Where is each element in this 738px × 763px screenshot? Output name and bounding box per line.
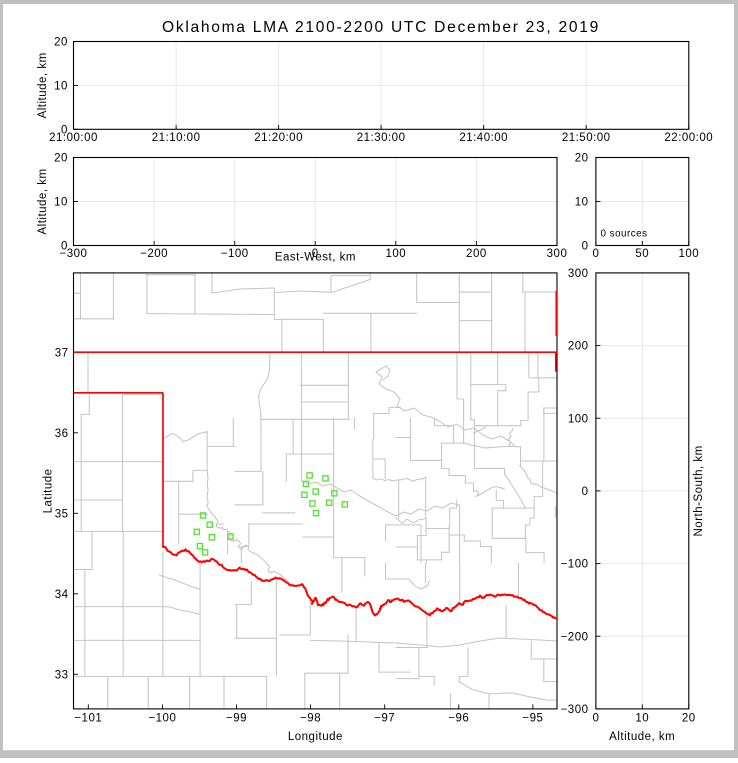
svg-text:200: 200 — [466, 248, 487, 260]
svg-text:10: 10 — [54, 81, 68, 93]
svg-text:−200: −200 — [561, 631, 589, 643]
svg-text:0: 0 — [582, 486, 589, 498]
svg-text:10: 10 — [635, 713, 649, 725]
svg-text:35: 35 — [55, 508, 69, 520]
svg-text:50: 50 — [635, 248, 649, 260]
svg-text:−96: −96 — [448, 713, 469, 725]
svg-text:0: 0 — [592, 248, 599, 260]
svg-text:Latitude: Latitude — [43, 468, 55, 513]
svg-text:0: 0 — [592, 713, 599, 725]
svg-text:−99: −99 — [226, 713, 247, 725]
svg-text:−300: −300 — [60, 248, 88, 260]
svg-text:21:10:00: 21:10:00 — [152, 132, 201, 144]
svg-text:300: 300 — [547, 248, 568, 260]
svg-text:100: 100 — [678, 248, 699, 260]
svg-text:−200: −200 — [140, 248, 168, 260]
svg-text:−100: −100 — [148, 713, 176, 725]
svg-text:22:00:00: 22:00:00 — [664, 132, 713, 144]
svg-text:−100: −100 — [221, 248, 249, 260]
svg-text:0: 0 — [61, 241, 68, 253]
svg-text:0: 0 — [312, 248, 319, 260]
svg-text:−101: −101 — [74, 713, 102, 725]
svg-text:−95: −95 — [522, 713, 543, 725]
svg-text:North-South, km: North-South, km — [693, 445, 705, 536]
svg-text:0: 0 — [582, 241, 589, 253]
svg-text:Altitude, km: Altitude, km — [609, 731, 675, 743]
svg-text:21:00:00: 21:00:00 — [49, 132, 98, 144]
svg-text:21:40:00: 21:40:00 — [459, 132, 508, 144]
svg-text:100: 100 — [568, 413, 589, 425]
svg-text:37: 37 — [55, 347, 69, 359]
svg-text:Altitude, km: Altitude, km — [37, 52, 49, 118]
svg-text:20: 20 — [54, 153, 68, 165]
svg-text:−98: −98 — [300, 713, 321, 725]
svg-text:20: 20 — [54, 37, 68, 49]
svg-text:10: 10 — [575, 197, 589, 209]
svg-text:200: 200 — [568, 341, 589, 353]
svg-text:−97: −97 — [374, 713, 395, 725]
svg-text:100: 100 — [385, 248, 406, 260]
svg-text:0: 0 — [61, 124, 68, 136]
svg-text:33: 33 — [55, 669, 69, 681]
svg-text:21:50:00: 21:50:00 — [562, 132, 611, 144]
svg-text:Longitude: Longitude — [288, 731, 343, 743]
svg-text:21:30:00: 21:30:00 — [357, 132, 406, 144]
svg-text:20: 20 — [682, 713, 696, 725]
svg-text:−300: −300 — [561, 704, 589, 716]
svg-text:Oklahoma LMA 2100-2200 UTC Dec: Oklahoma LMA 2100-2200 UTC December 23, … — [162, 19, 600, 36]
svg-text:10: 10 — [54, 197, 68, 209]
svg-text:34: 34 — [55, 589, 69, 601]
svg-text:East-West, km: East-West, km — [275, 252, 356, 264]
svg-text:36: 36 — [55, 428, 69, 440]
svg-text:21:20:00: 21:20:00 — [254, 132, 303, 144]
svg-text:−100: −100 — [561, 559, 589, 571]
svg-text:0 sources: 0 sources — [601, 229, 648, 240]
svg-text:Altitude, km: Altitude, km — [37, 168, 49, 234]
svg-text:20: 20 — [575, 153, 589, 165]
svg-text:300: 300 — [568, 268, 589, 280]
